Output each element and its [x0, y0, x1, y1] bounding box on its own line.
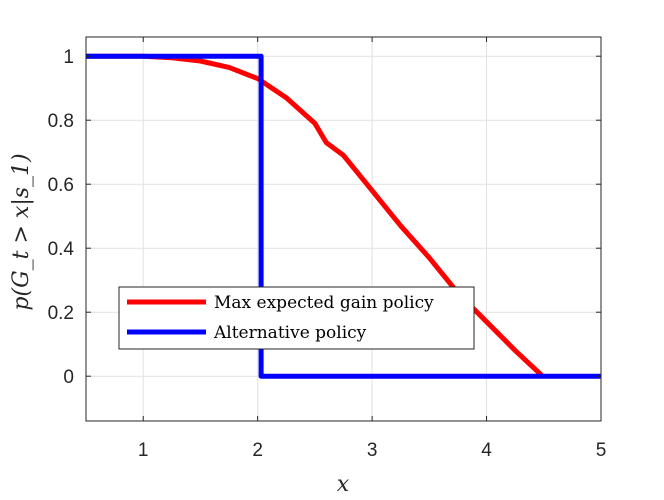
y-axis-label-text: p(G_t > x|s_1) — [9, 153, 34, 310]
series-line-alternative — [86, 53, 601, 379]
x-tick-label: 4 — [481, 440, 492, 461]
legend-box — [118, 286, 475, 350]
y-tick-label: 0.8 — [48, 111, 74, 132]
x-tick-label: 3 — [367, 440, 378, 461]
x-axis-label-text: x — [337, 472, 350, 497]
legend-label-alternative: Alternative policy — [213, 323, 367, 343]
ticks: 1 2 3 4 5 0 0.2 0.4 0.6 0.8 1 — [48, 37, 607, 461]
x-tick-label: 1 — [138, 440, 149, 461]
y-axis-label: p(G_t > x|s_1) — [9, 153, 34, 310]
x-axis-label: x — [337, 472, 350, 497]
legend: Max expected gain policy Alternative pol… — [118, 286, 475, 350]
y-tick-label: 0.6 — [48, 175, 74, 196]
x-tick-label: 5 — [596, 440, 607, 461]
y-tick-label: 0 — [63, 367, 74, 388]
y-tick-label: 1 — [63, 47, 74, 68]
y-tick-label: 0.4 — [48, 239, 75, 260]
y-tick-label: 0.2 — [48, 303, 74, 324]
legend-label-max-expected-gain: Max expected gain policy — [214, 293, 434, 313]
plot-frame — [85, 36, 602, 422]
x-tick-label: 2 — [252, 440, 263, 461]
